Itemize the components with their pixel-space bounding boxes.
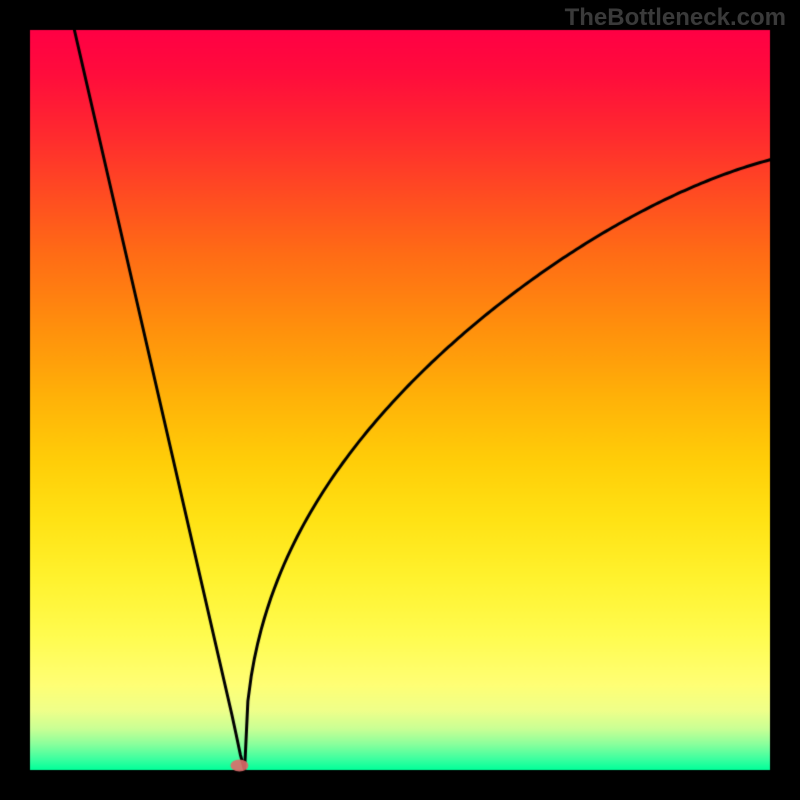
watermark-text: TheBottleneck.com: [565, 4, 786, 32]
bottleneck-v-curve-chart: [0, 0, 800, 800]
chart-container: TheBottleneck.com: [0, 0, 800, 800]
